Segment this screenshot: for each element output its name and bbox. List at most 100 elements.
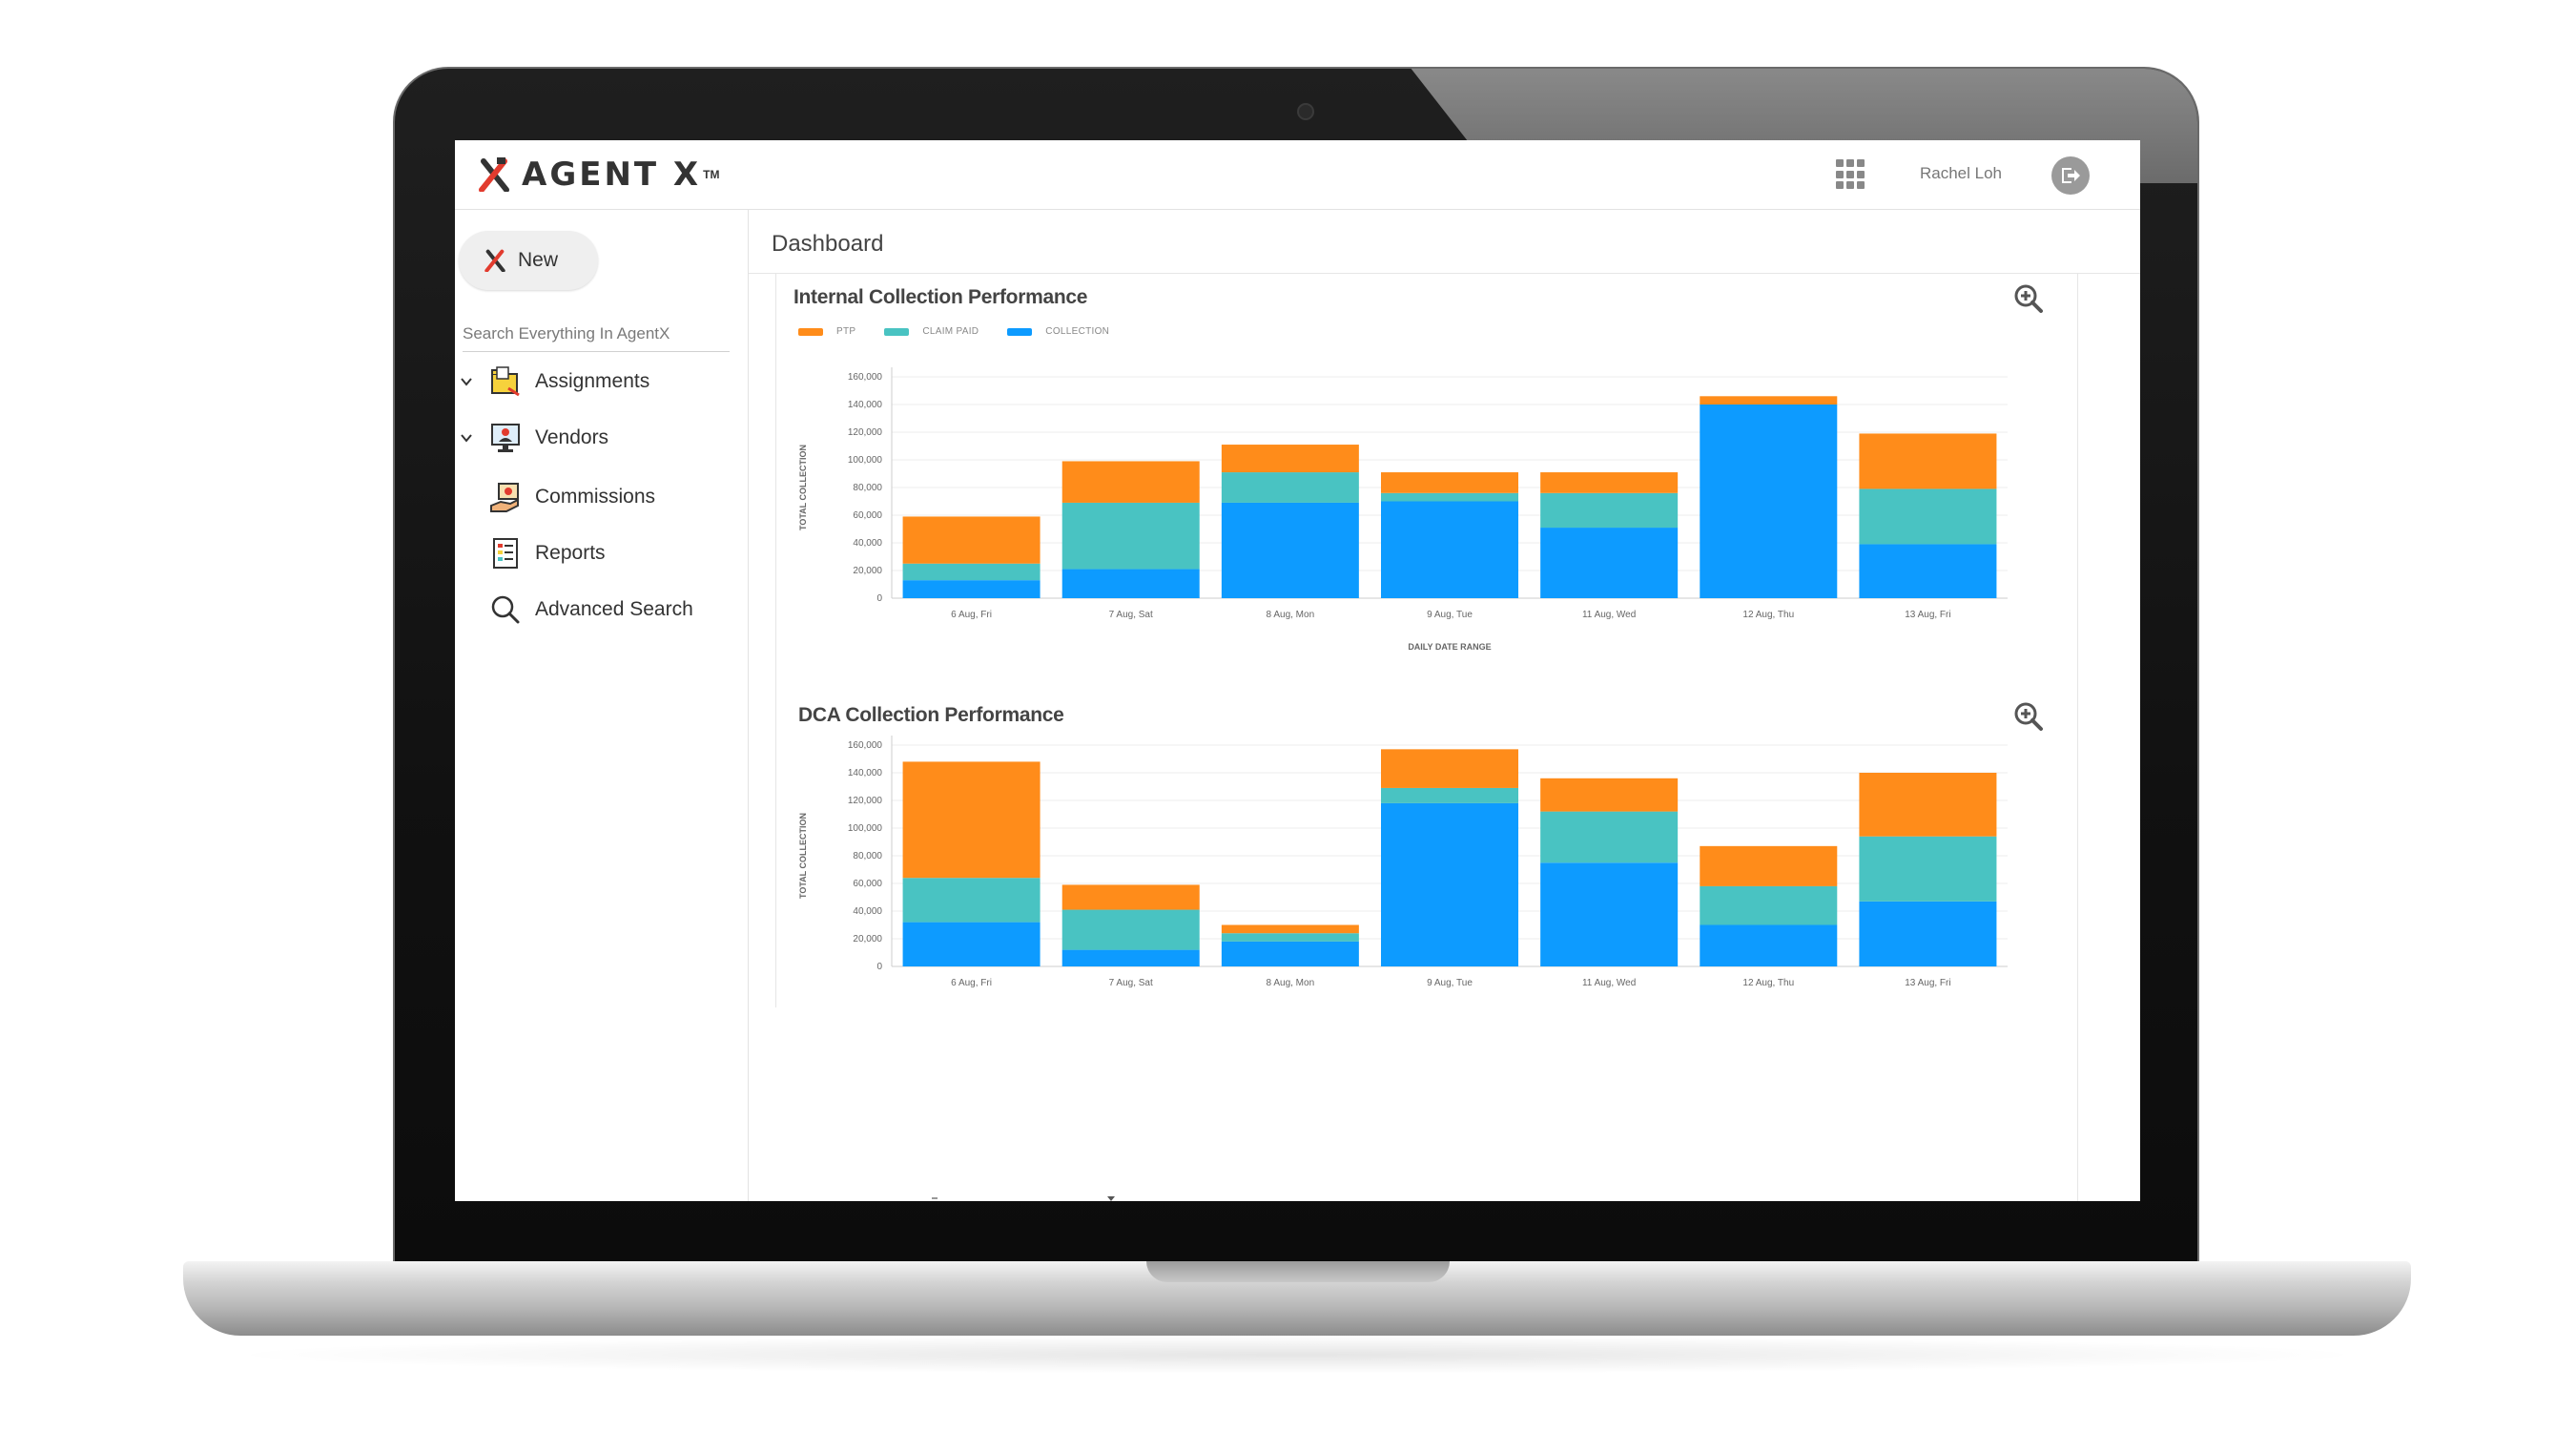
app-logo[interactable]: AGENT X TM [478, 154, 719, 196]
bar-segment-collection [1381, 501, 1518, 598]
laptop-shadow [219, 1336, 2375, 1374]
x-axis-label: DAILY DATE RANGE [1408, 642, 1491, 652]
y-tick-label: 120,000 [848, 427, 883, 438]
bar-segment-claim-paid [902, 563, 1041, 581]
bar-segment-collection [1061, 949, 1200, 966]
x-tick-label: 9 Aug, Tue [1427, 610, 1473, 620]
user-name[interactable]: Rachel Loh [1920, 164, 2003, 182]
x-tick-label: 11 Aug, Wed [1582, 610, 1636, 620]
sidebar-item-vendors[interactable]: Vendors [455, 419, 741, 457]
agentx-mark-icon [484, 249, 505, 272]
new-button-label: New [518, 249, 559, 271]
content-divider [775, 273, 776, 1007]
sidebar-item-assignments[interactable]: Assignments [455, 363, 741, 401]
legend-swatch [1007, 327, 1033, 336]
bar-segment-claim-paid [1540, 492, 1679, 529]
bar-segment-ptp [1540, 472, 1679, 493]
x-tick-label: 12 Aug, Thu [1742, 610, 1794, 620]
search-icon [491, 595, 520, 624]
bar-segment-ptp [1061, 884, 1200, 910]
sidebar: New Assignments Vendors [455, 210, 749, 1201]
bar-segment-claim-paid [902, 878, 1041, 923]
legend-label: PTP [836, 326, 856, 337]
agentx-logo-icon [479, 157, 509, 192]
logo-text: AGENT X [522, 156, 702, 194]
bar-segment-collection [1859, 901, 1997, 966]
x-tick-label: 13 Aug, Fri [1905, 978, 1950, 988]
vendor-monitor-icon [491, 424, 520, 452]
x-tick-label: 11 Aug, Wed [1582, 978, 1636, 988]
app-screen: AGENT X TM Rachel Loh New [455, 140, 2140, 1201]
zoom-in-icon[interactable] [2012, 282, 2045, 315]
y-tick-label: 0 [876, 593, 882, 604]
bar-segment-collection [1700, 924, 1838, 966]
y-tick-label: 0 [876, 962, 882, 972]
bar-segment-claim-paid [1700, 885, 1838, 925]
bar-segment-ptp [1859, 773, 1997, 837]
chart-title-dca: DCA Collection Performance [798, 704, 1064, 726]
y-tick-label: 40,000 [853, 906, 882, 917]
legend-label: COLLECTION [1045, 326, 1110, 337]
top-bar: AGENT X TM Rachel Loh [455, 140, 2140, 210]
apps-grid-icon[interactable] [1836, 159, 1866, 190]
new-button[interactable]: New [459, 231, 598, 290]
bar-segment-claim-paid [1381, 787, 1518, 803]
x-tick-label: 7 Aug, Sat [1109, 978, 1153, 988]
y-tick-label: 100,000 [848, 823, 883, 834]
bar-segment-ptp [1381, 472, 1518, 493]
y-tick-label: 100,000 [848, 455, 883, 466]
bar-segment-collection [902, 580, 1041, 598]
chevron-down-icon[interactable] [461, 376, 472, 387]
content-scroll-edge [2077, 273, 2078, 1201]
sidebar-item-label: Commissions [535, 486, 656, 508]
sidebar-item-commissions[interactable]: Commissions [455, 478, 741, 516]
logout-button[interactable] [2051, 156, 2090, 195]
partially-visible-content [932, 1196, 1115, 1201]
bar-segment-collection [1540, 528, 1679, 598]
folder-icon [491, 366, 520, 397]
bar-segment-claim-paid [1221, 472, 1359, 503]
x-tick-label: 12 Aug, Thu [1742, 978, 1794, 988]
bar-segment-collection [1381, 802, 1518, 966]
legend-swatch [884, 327, 910, 336]
logout-icon [2062, 168, 2080, 183]
y-tick-label: 120,000 [848, 796, 883, 806]
bar-segment-claim-paid [1859, 488, 1997, 545]
y-tick-label: 160,000 [848, 372, 883, 383]
bar-segment-collection [1221, 941, 1359, 966]
legend-item-claim-paid[interactable]: CLAIM PAID [884, 326, 979, 337]
bar-segment-ptp [1700, 396, 1838, 405]
page-title: Dashboard [772, 231, 884, 257]
bar-segment-collection [1061, 569, 1200, 598]
legend-item-collection[interactable]: COLLECTION [1007, 326, 1109, 337]
chevron-down-icon[interactable] [461, 432, 472, 444]
y-axis-label: TOTAL COLLECTION [798, 813, 808, 899]
bar-segment-claim-paid [1221, 933, 1359, 942]
zoom-in-icon[interactable] [2012, 700, 2045, 733]
dca-collection-chart: 0 20,000 40,000 60,000 80,000 100,000 120,000 1… [798, 736, 2008, 988]
bar-segment-collection [1859, 544, 1997, 598]
sidebar-item-reports[interactable]: Reports [455, 534, 741, 572]
x-tick-label: 9 Aug, Tue [1427, 978, 1473, 988]
x-tick-label: 8 Aug, Mon [1267, 978, 1315, 988]
webcam [1297, 103, 1314, 120]
legend-item-ptp[interactable]: PTP [798, 326, 855, 337]
bar-segment-ptp [1061, 461, 1200, 503]
x-tick-label: 6 Aug, Fri [951, 610, 992, 620]
bar-segment-ptp [902, 761, 1041, 879]
bar-segment-collection [1700, 405, 1838, 598]
global-search-input[interactable] [463, 317, 730, 352]
y-tick-label: 60,000 [853, 879, 882, 889]
sidebar-item-advanced-search[interactable]: Advanced Search [455, 591, 741, 629]
y-tick-label: 140,000 [848, 768, 883, 778]
y-tick-label: 40,000 [853, 538, 882, 549]
x-tick-label: 7 Aug, Sat [1109, 610, 1153, 620]
y-tick-label: 80,000 [853, 851, 882, 861]
y-tick-label: 20,000 [853, 934, 882, 944]
sidebar-item-label: Reports [535, 542, 606, 564]
bar-segment-ptp [1381, 749, 1518, 788]
chart-legend: PTP CLAIM PAID COLLECTION [798, 326, 1138, 337]
bar-segment-collection [1221, 502, 1359, 598]
legend-label: CLAIM PAID [922, 326, 979, 337]
money-hand-icon [490, 483, 519, 512]
